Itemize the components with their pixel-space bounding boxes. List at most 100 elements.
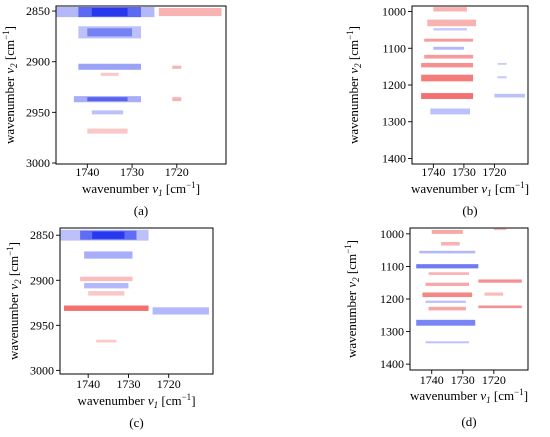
plot-area bbox=[411, 5, 529, 165]
y-tick-label: 1400 bbox=[380, 357, 404, 371]
x-axis-title-part: ] bbox=[524, 388, 528, 403]
y-axis-title: wavenumber v2 [cm−1] bbox=[343, 240, 361, 358]
positive-cross-peak bbox=[172, 97, 182, 102]
x-axis-title-part: v bbox=[152, 181, 158, 196]
x-tick-label: 1720 bbox=[157, 377, 181, 391]
y-tick-label: 3000 bbox=[30, 363, 54, 377]
y-tick-label: 1000 bbox=[380, 227, 404, 241]
y-axis-title-part: 2 bbox=[353, 63, 363, 68]
y-axis-title-part: ] bbox=[346, 26, 361, 30]
plot-area bbox=[59, 227, 214, 375]
positive-cross-peak bbox=[431, 229, 463, 234]
positive-cross-peak bbox=[493, 228, 507, 231]
x-tick-label: 1740 bbox=[421, 165, 445, 179]
y-axis-title-part: v bbox=[6, 284, 21, 290]
x-axis-title-part: −1 bbox=[515, 180, 525, 190]
x-tick-label: 1730 bbox=[451, 373, 475, 387]
x-axis-title: wavenumber v1 [cm−1] bbox=[77, 392, 195, 410]
negative-cross-peak bbox=[91, 8, 128, 17]
x-axis-title-part: 1 bbox=[487, 188, 492, 198]
positive-cross-peak bbox=[428, 272, 469, 275]
negative-cross-peak bbox=[430, 108, 470, 115]
x-axis-title-part: v bbox=[148, 393, 154, 408]
positive-cross-peak bbox=[433, 7, 467, 12]
positive-cross-peak bbox=[424, 38, 474, 42]
positive-cross-peak bbox=[64, 305, 149, 311]
y-axis-title-part: ] bbox=[2, 26, 17, 30]
y-axis-title: wavenumber v2 [cm−1] bbox=[1, 26, 19, 144]
y-tick-label: 2900 bbox=[30, 273, 54, 287]
x-tick-label: 1740 bbox=[420, 373, 444, 387]
x-axis-title-part: wavenumber bbox=[410, 388, 480, 403]
panel-label: (b) bbox=[462, 203, 477, 218]
x-axis-title-part: ] bbox=[196, 181, 200, 196]
y-axis-title-part: [cm bbox=[2, 40, 17, 63]
x-axis-title-part: [cm bbox=[492, 181, 515, 196]
negative-cross-peak bbox=[416, 319, 476, 326]
x-axis-title: wavenumber v1 [cm−1] bbox=[410, 387, 528, 405]
negative-cross-peak bbox=[84, 251, 133, 259]
x-axis-title-part: −1 bbox=[186, 180, 196, 190]
positive-cross-peak bbox=[441, 242, 460, 246]
positive-cross-peak bbox=[478, 305, 522, 309]
x-axis-title: wavenumber v1 [cm−1] bbox=[82, 180, 200, 198]
negative-cross-peak bbox=[91, 110, 124, 115]
negative-cross-peak bbox=[152, 307, 209, 315]
negative-cross-peak bbox=[433, 28, 467, 31]
heatmap-cells bbox=[56, 7, 222, 134]
y-axis-title-part: −1 bbox=[5, 246, 15, 256]
y-tick-label: 1100 bbox=[380, 259, 404, 273]
y-tick-label: 1100 bbox=[382, 41, 406, 55]
y-tick-label: 2850 bbox=[26, 4, 50, 18]
x-tick-label: 1740 bbox=[76, 377, 100, 391]
panel-label: (c) bbox=[129, 415, 143, 430]
y-tick-label: 1400 bbox=[382, 151, 406, 165]
negative-cross-peak bbox=[497, 62, 507, 65]
negative-cross-peak bbox=[425, 341, 469, 344]
y-axis-title-part: [cm bbox=[344, 254, 359, 277]
negative-cross-peak bbox=[416, 264, 479, 269]
x-axis-title-part: ] bbox=[191, 393, 195, 408]
positive-cross-peak bbox=[428, 306, 466, 311]
negative-cross-peak bbox=[425, 300, 466, 303]
negative-cross-peak bbox=[87, 97, 128, 102]
negative-cross-peak bbox=[433, 46, 464, 50]
x-axis-title-part: v bbox=[481, 181, 487, 196]
y-axis-title-part: [cm bbox=[346, 40, 361, 63]
negative-cross-peak bbox=[419, 250, 476, 254]
y-tick-label: 1200 bbox=[380, 292, 404, 306]
positive-cross-peak bbox=[422, 292, 473, 298]
y-axis-title: wavenumber v2 [cm−1] bbox=[345, 26, 363, 144]
y-tick-label: 1200 bbox=[382, 78, 406, 92]
y-axis-title-part: v bbox=[344, 282, 359, 288]
positive-cross-peak bbox=[421, 74, 474, 82]
x-axis-title-part: [cm bbox=[158, 393, 181, 408]
x-tick-label: 1720 bbox=[482, 165, 506, 179]
plot-area bbox=[55, 5, 227, 165]
negative-cross-peak bbox=[87, 28, 133, 37]
positive-cross-peak bbox=[425, 282, 469, 286]
x-tick-label: 1730 bbox=[116, 377, 140, 391]
negative-cross-peak bbox=[92, 231, 125, 239]
x-axis-title-part: −1 bbox=[182, 392, 192, 402]
x-axis-title-part: wavenumber bbox=[411, 181, 481, 196]
plot-area bbox=[409, 227, 529, 371]
y-axis-title-part: 2 bbox=[13, 279, 23, 284]
y-tick-label: 2850 bbox=[30, 228, 54, 242]
x-tick-label: 1730 bbox=[452, 165, 476, 179]
positive-cross-peak bbox=[427, 19, 477, 27]
negative-cross-peak bbox=[497, 76, 507, 79]
heatmap-cells bbox=[421, 7, 525, 115]
positive-cross-peak bbox=[88, 291, 125, 296]
x-axis-title: wavenumber v1 [cm−1] bbox=[411, 180, 529, 198]
y-axis-title-part: v bbox=[346, 68, 361, 74]
y-tick-label: 1000 bbox=[382, 5, 406, 19]
positive-cross-peak bbox=[87, 128, 128, 134]
positive-cross-peak bbox=[424, 54, 474, 59]
y-axis-title-part: 2 bbox=[351, 277, 361, 282]
plot-border bbox=[59, 227, 214, 375]
